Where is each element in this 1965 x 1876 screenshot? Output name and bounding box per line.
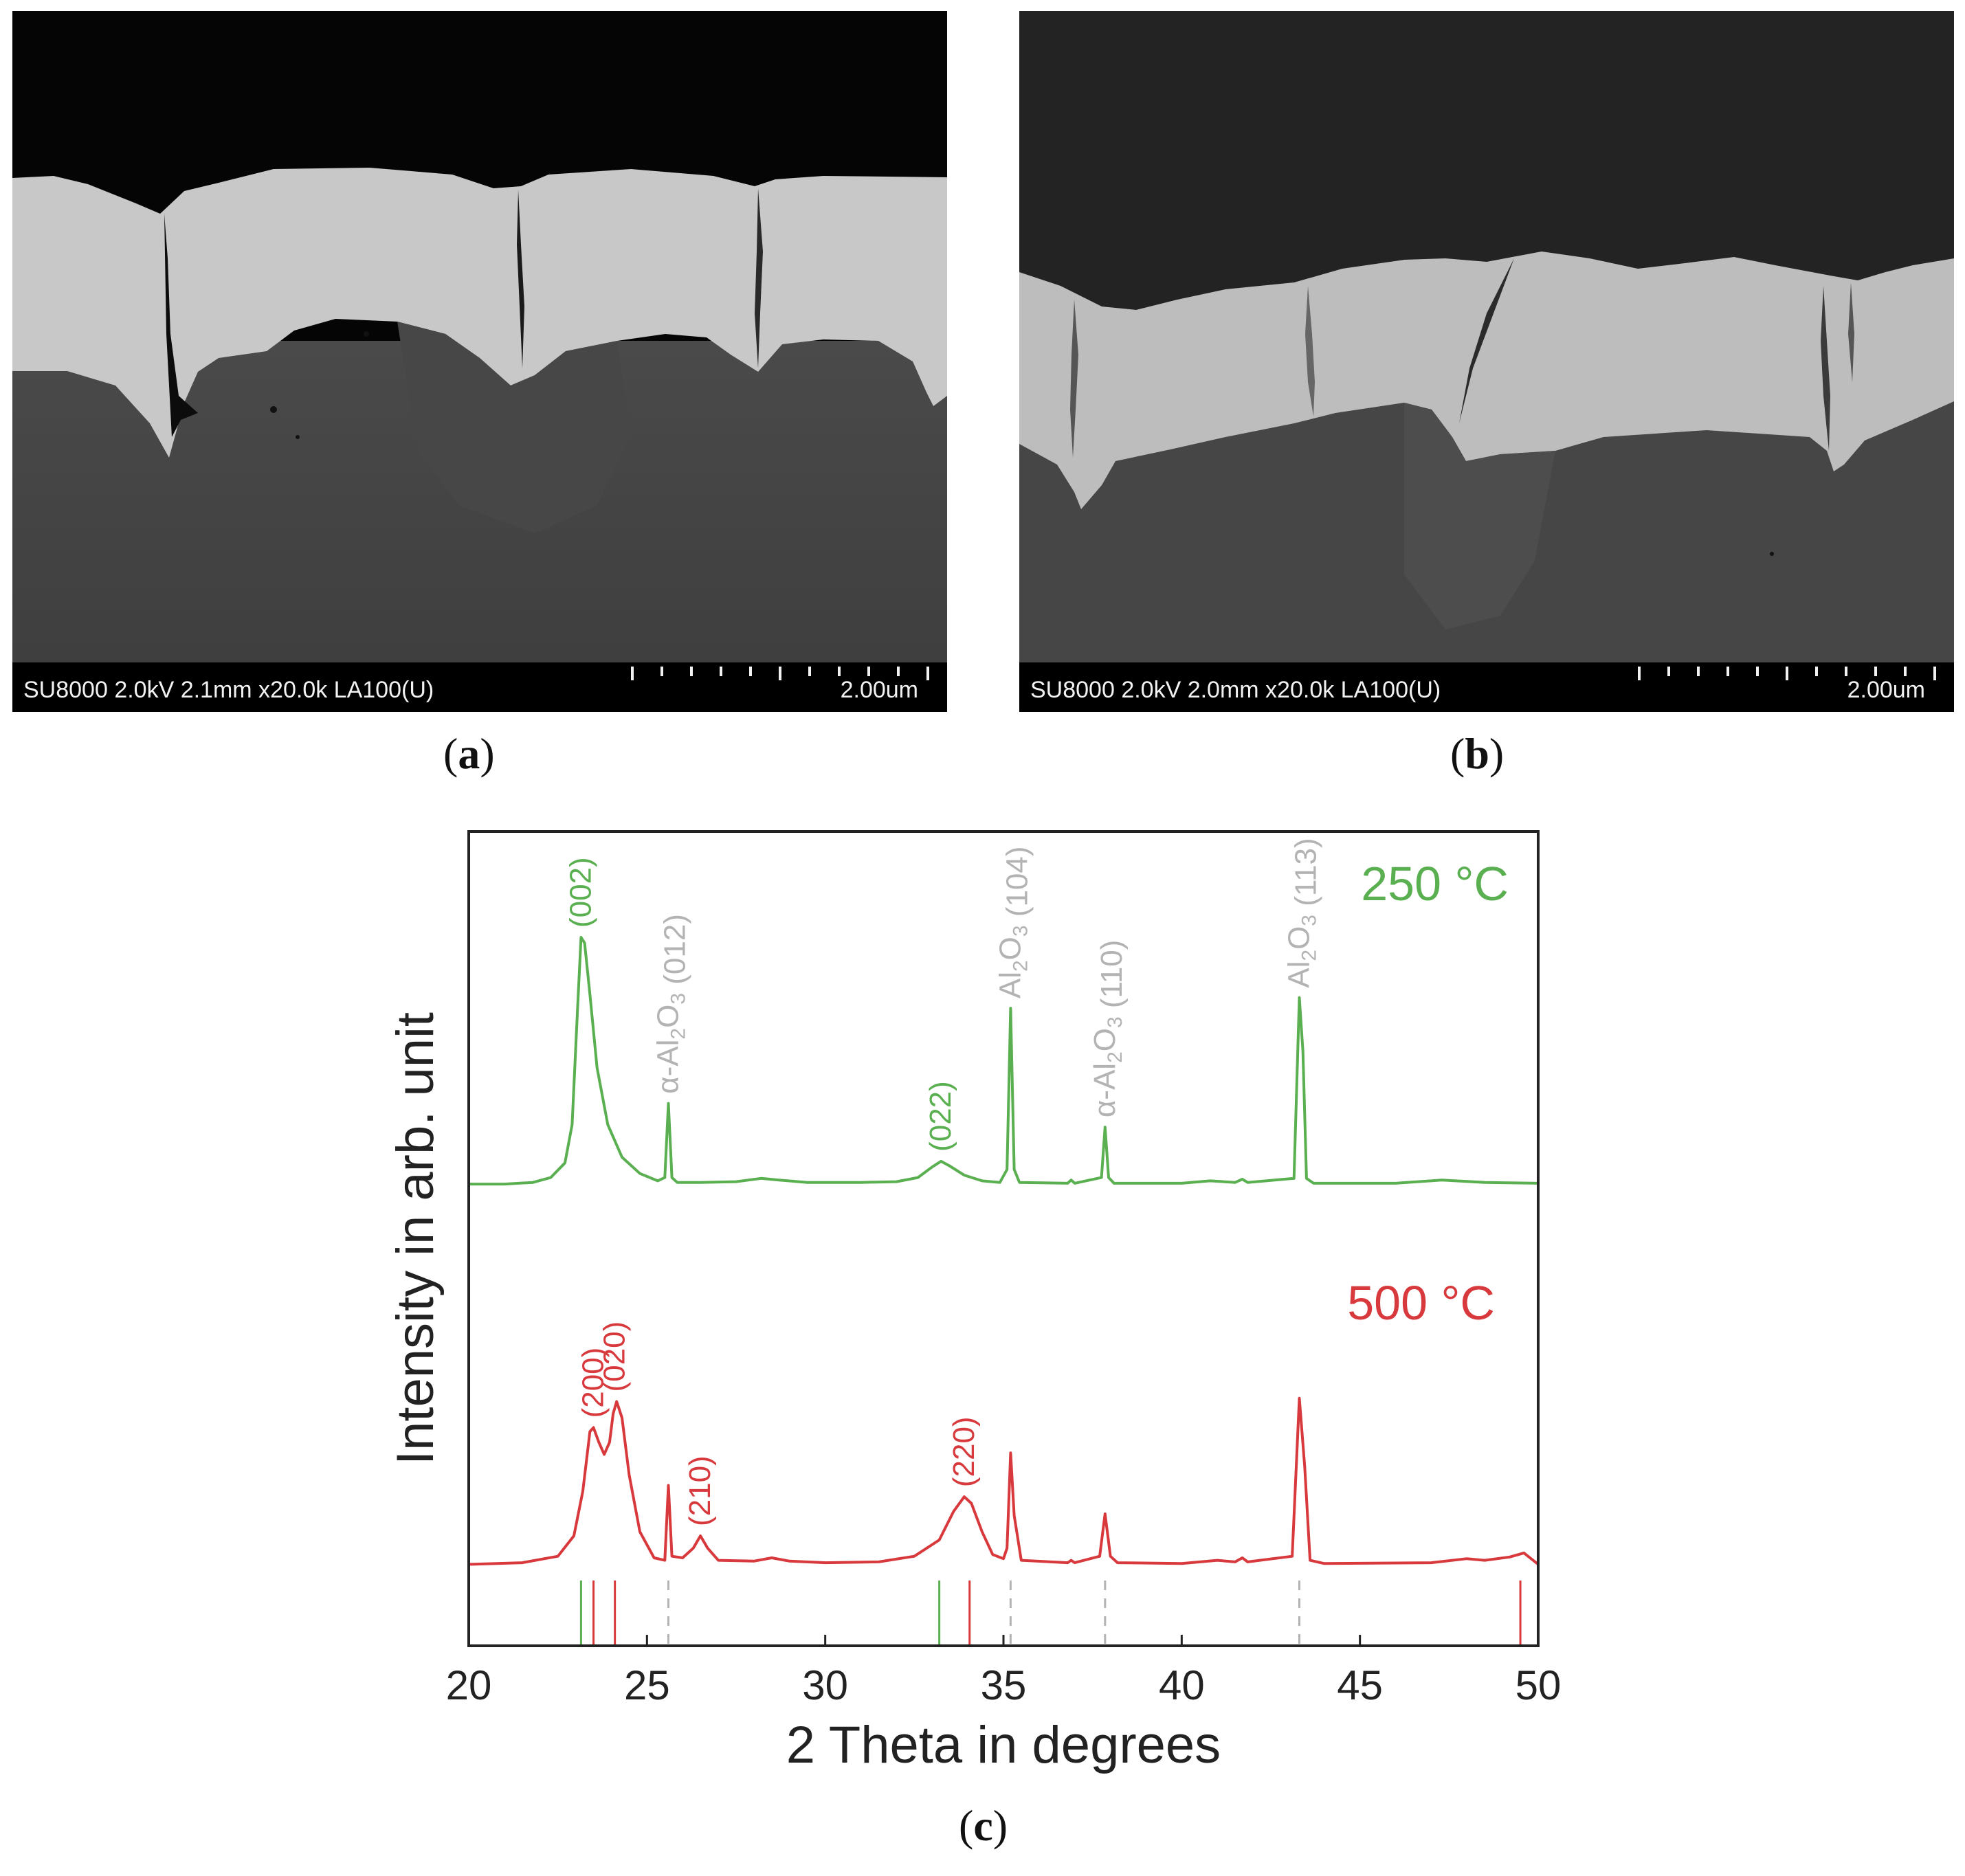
caption-b: (b) [1450, 729, 1505, 778]
peak-label: (002) [564, 857, 597, 928]
sem-info-text-a: SU8000 2.0kV 2.1mm x20.0k LA100(U) [23, 677, 434, 703]
sem-image-b: SU8000 2.0kV 2.0mm x20.0k LA100(U) 2.00u… [1019, 11, 1954, 712]
x-tick-label: 35 [981, 1662, 1027, 1708]
sem-image-a: SU8000 2.0kV 2.1mm x20.0k LA100(U) 2.00u… [12, 11, 947, 712]
caption-a: (a) [443, 729, 495, 778]
series-line-250C [469, 936, 1539, 1186]
caption-c: (c) [959, 1801, 1008, 1850]
scale-label-b: 2.00um [1847, 677, 1925, 703]
x-tick-label: 25 [624, 1662, 670, 1708]
peak-label: α-Al2O3 (012) [651, 914, 691, 1094]
scale-label-a: 2.00um [840, 677, 918, 703]
x-tick-label: 50 [1516, 1662, 1562, 1708]
sem-info-bar-a: SU8000 2.0kV 2.1mm x20.0k LA100(U) 2.00u… [12, 662, 947, 712]
peak-label: (020) [598, 1321, 632, 1392]
legend-label: 250 °C [1361, 857, 1509, 911]
series-line-500C [468, 1396, 1540, 1566]
peak-label: α-Al2O3 (110) [1088, 940, 1129, 1118]
x-tick-label: 30 [802, 1662, 848, 1708]
peak-label: Al2O3 (113) [1282, 838, 1322, 987]
y-axis-label: Intensity in arb. unit [386, 1012, 445, 1465]
peak-label: (200) [577, 1348, 610, 1418]
sem-info-bar-b: SU8000 2.0kV 2.0mm x20.0k LA100(U) 2.00u… [1019, 662, 1954, 712]
sem-info-text-b: SU8000 2.0kV 2.0mm x20.0k LA100(U) [1030, 677, 1441, 703]
x-tick-label: 45 [1337, 1662, 1383, 1708]
x-tick-label: 20 [446, 1662, 492, 1708]
scale-bar-b [1638, 667, 1936, 680]
x-tick-label: 40 [1159, 1662, 1205, 1708]
peak-label: Al2O3 (104) [993, 846, 1034, 998]
legend-label: 500 °C [1347, 1276, 1495, 1330]
x-axis-label: 2 Theta in degrees [786, 1716, 1221, 1774]
sem-micrograph-a [12, 11, 947, 712]
scale-bar-a [631, 667, 929, 680]
xrd-chart: 20 25 30 35 40 45 50 2 Theta in degrees Intensit… [386, 830, 1562, 1774]
peak-label: (210) [683, 1455, 717, 1526]
peak-label: (022) [924, 1081, 957, 1152]
sem-micrograph-b [1019, 11, 1954, 712]
peak-label: (220) [947, 1416, 981, 1487]
